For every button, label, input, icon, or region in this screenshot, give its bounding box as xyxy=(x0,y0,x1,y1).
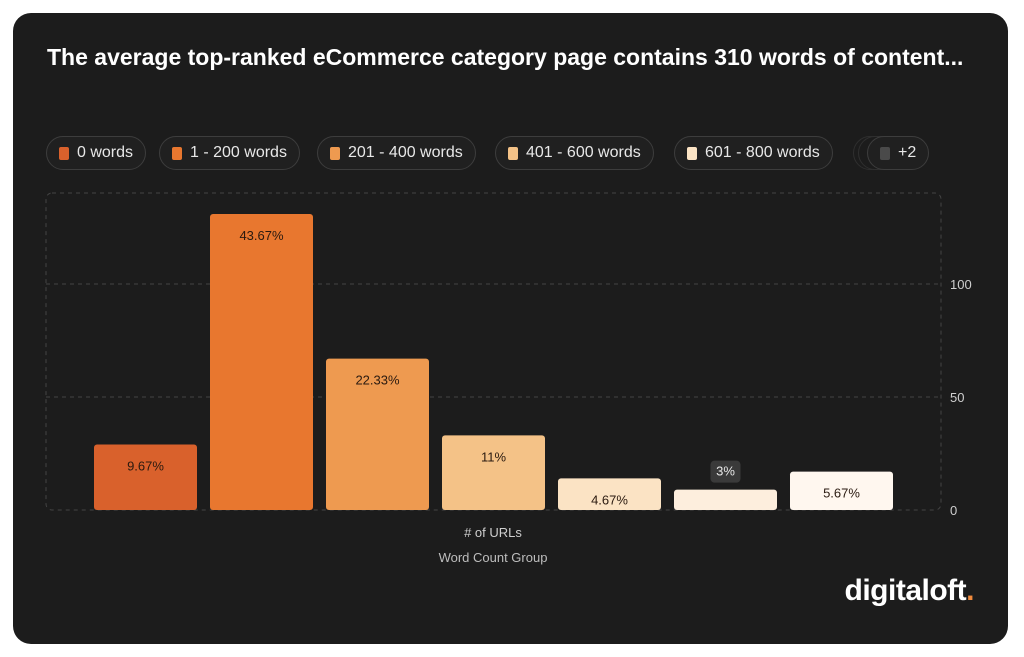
legend-swatch xyxy=(59,146,69,160)
bar[interactable] xyxy=(326,358,429,510)
bar[interactable] xyxy=(558,478,661,510)
y-tick-label: 50 xyxy=(950,390,964,405)
bar[interactable] xyxy=(790,471,893,510)
data-label: 9.67% xyxy=(127,458,164,473)
bar[interactable] xyxy=(674,489,777,510)
legend-label: 201 - 400 words xyxy=(348,144,463,161)
data-label: 3% xyxy=(716,464,735,479)
legend-more[interactable]: +2 xyxy=(853,136,933,170)
bar-chart: 9.67% 43.67% 22.33% 11% 4.67% 3% 5.67% 0 50 100 xyxy=(45,192,972,518)
legend-label: 0 words xyxy=(77,144,134,161)
legend: 0 words 1 - 200 words 201 - 400 words 40… xyxy=(46,136,996,172)
legend-item-0-words[interactable]: 0 words xyxy=(46,136,147,170)
bar[interactable] xyxy=(442,435,545,510)
chart-title: The average top-ranked eCommerce categor… xyxy=(47,44,964,70)
bars: 9.67% 43.67% 22.33% 11% 4.67% 3% 5.67% xyxy=(94,213,893,510)
data-label: 11% xyxy=(481,449,506,464)
brand-dot: . xyxy=(966,574,974,607)
chart-card: The average top-ranked eCommerce categor… xyxy=(13,13,1008,644)
data-label-badge xyxy=(710,460,741,483)
legend-item-1-200-words[interactable]: 1 - 200 words xyxy=(159,136,300,170)
brand-logo: digitaloft. xyxy=(844,574,975,608)
legend-swatch xyxy=(880,146,890,160)
data-label: 22.33% xyxy=(355,373,400,388)
legend-item-401-600-words[interactable]: 401 - 600 words xyxy=(495,136,654,170)
legend-label: 1 - 200 words xyxy=(190,144,287,161)
x-axis-caption: # of URLs xyxy=(464,525,522,540)
plot-border xyxy=(45,192,942,511)
y-tick-label: 100 xyxy=(950,277,972,292)
legend-swatch xyxy=(330,146,340,160)
data-label: 5.67% xyxy=(823,486,860,501)
legend-more-button[interactable]: +2 xyxy=(867,136,930,170)
legend-label: 601 - 800 words xyxy=(705,144,820,161)
y-tick-label: 0 xyxy=(950,503,957,518)
bar[interactable] xyxy=(210,213,313,510)
legend-item-201-400-words[interactable]: 201 - 400 words xyxy=(317,136,476,170)
x-axis-subcaption: Word Count Group xyxy=(438,550,548,565)
brand-text: digitaloft xyxy=(844,574,967,607)
legend-item-601-800-words[interactable]: 601 - 800 words xyxy=(674,136,833,170)
legend-swatch xyxy=(172,146,182,160)
data-label: 43.67% xyxy=(239,228,284,243)
legend-more-label: +2 xyxy=(898,144,917,161)
gridlines xyxy=(46,283,941,398)
bar[interactable] xyxy=(94,444,197,510)
legend-swatch xyxy=(508,146,518,160)
y-axis-ticks: 0 50 100 xyxy=(950,277,972,518)
legend-swatch xyxy=(687,146,697,160)
data-label: 4.67% xyxy=(591,492,628,507)
legend-label: 401 - 600 words xyxy=(526,144,641,161)
